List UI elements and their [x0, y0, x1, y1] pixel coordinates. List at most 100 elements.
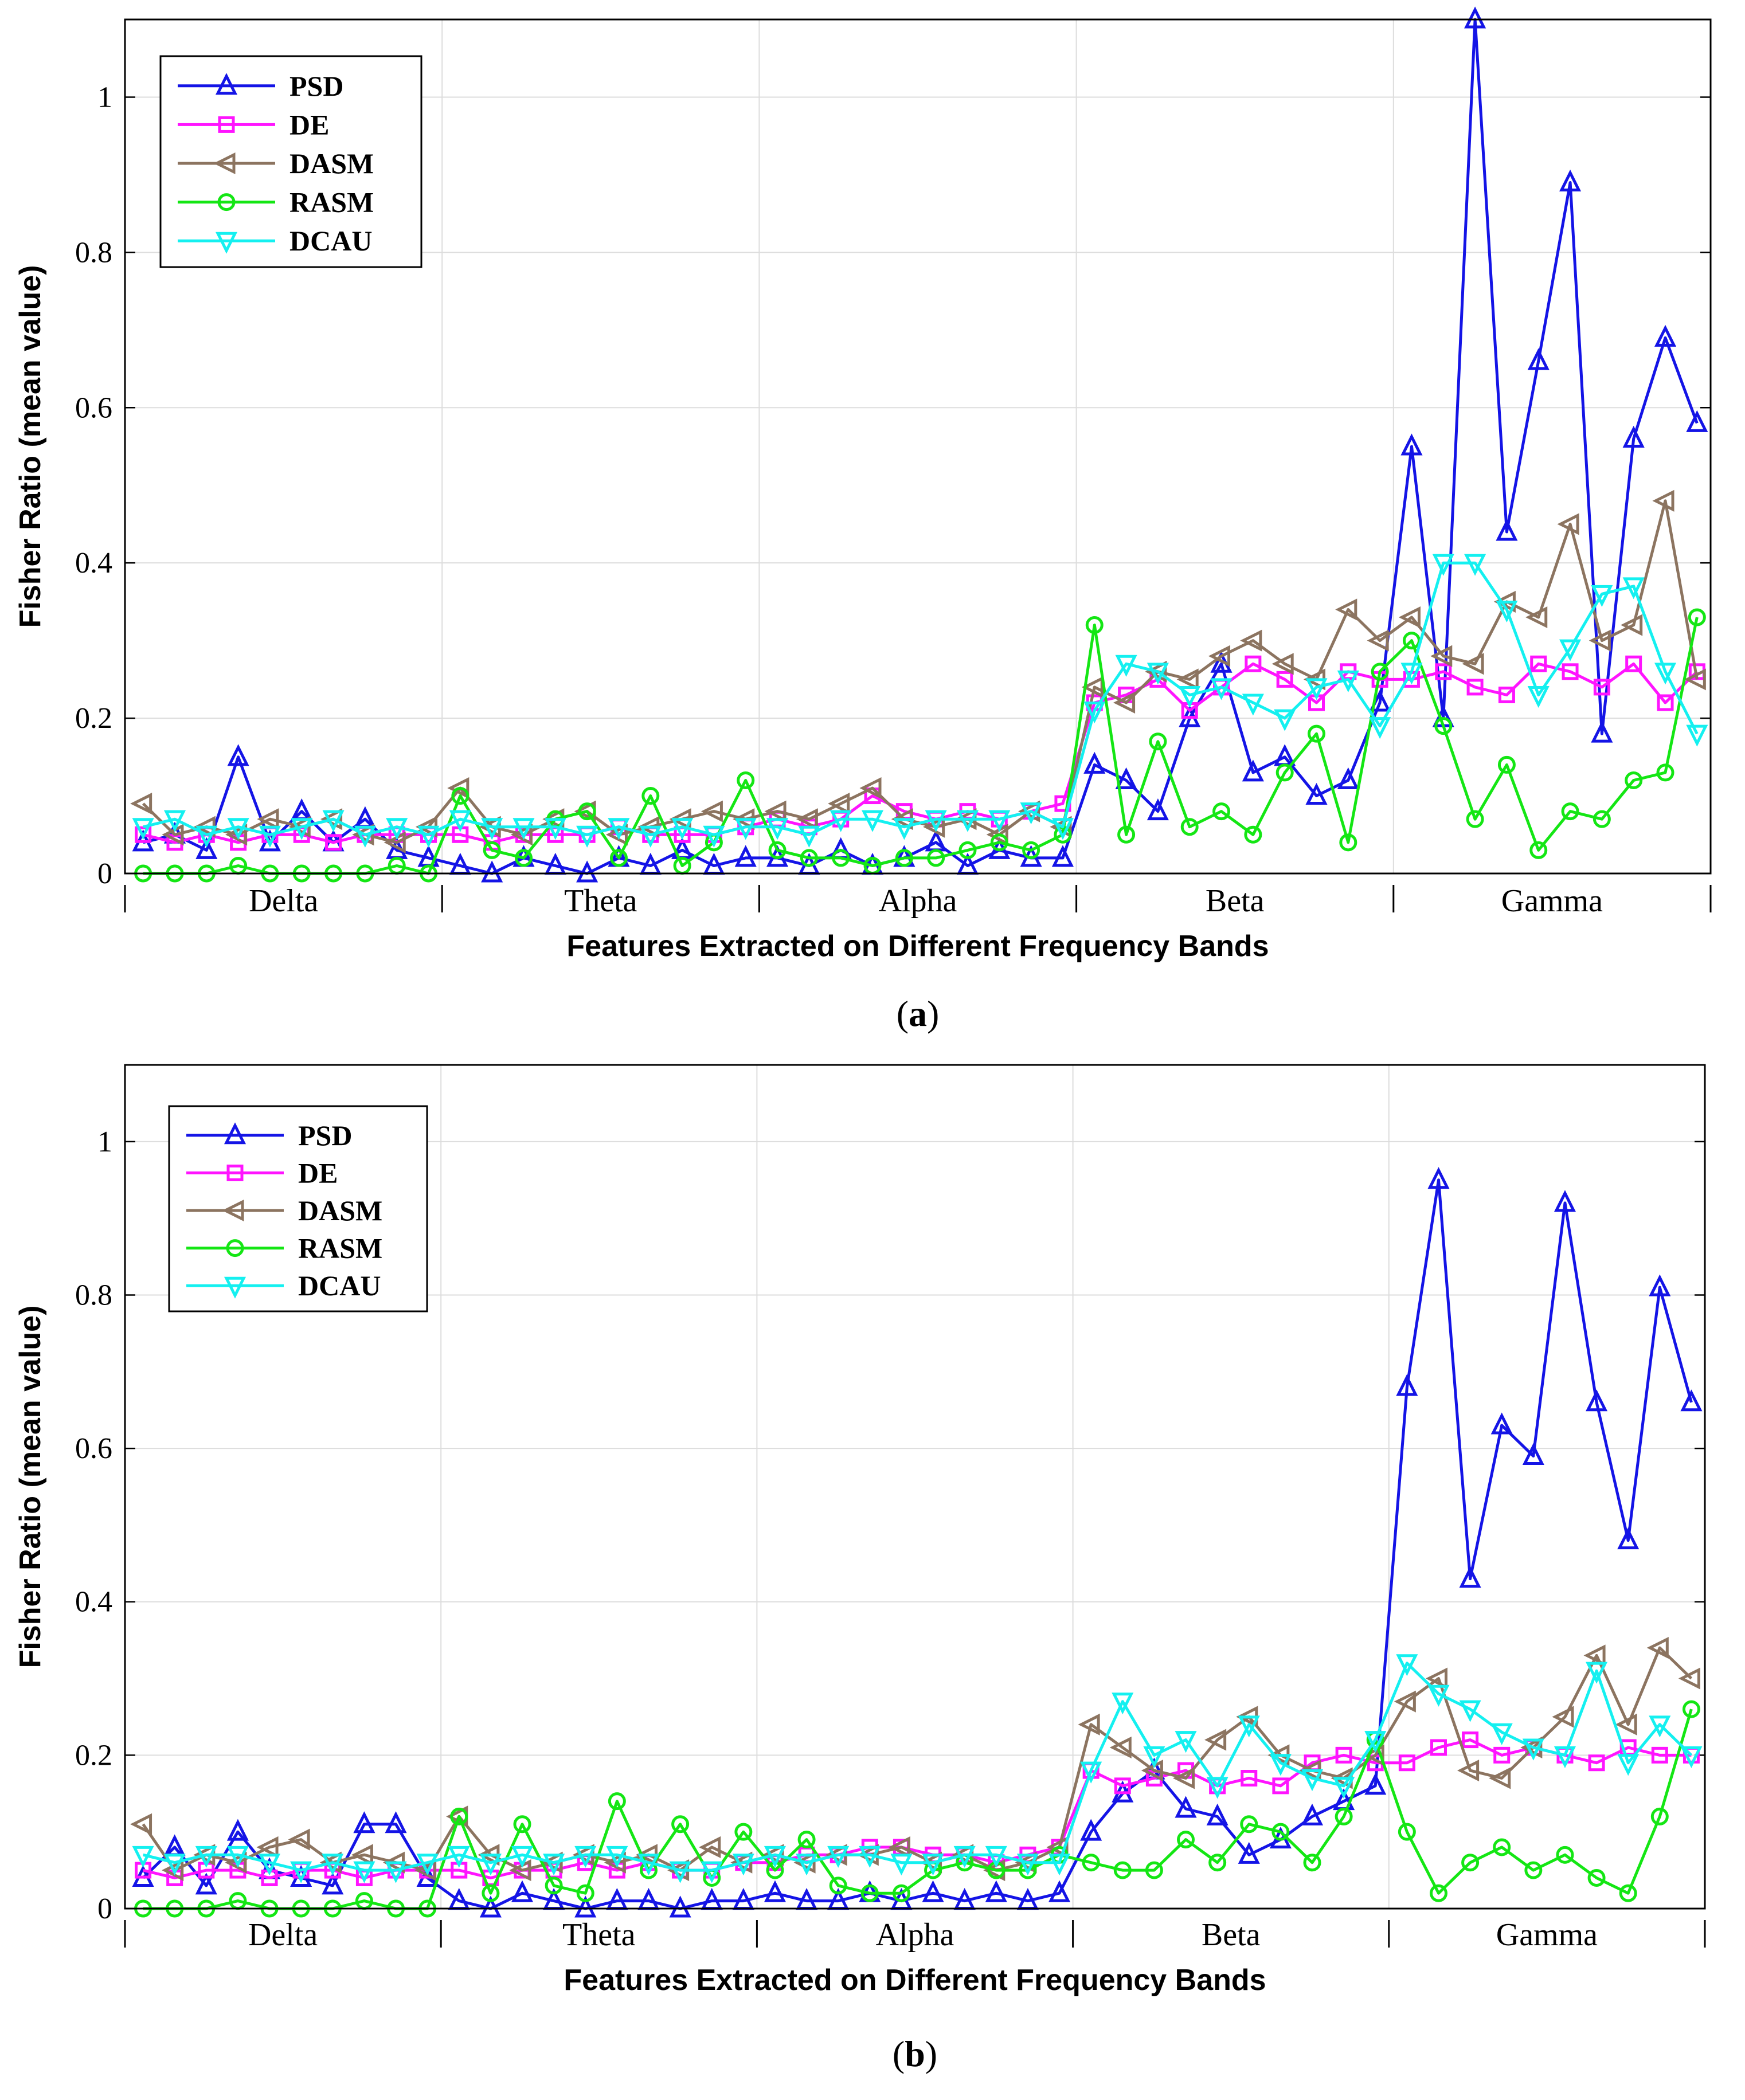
- y-tick-label: 0: [97, 857, 112, 890]
- data-point-dcau: [574, 1846, 597, 1868]
- data-point-psd: [511, 1880, 534, 1902]
- data-point-psd: [1649, 1274, 1671, 1296]
- data-point-rasm: [1688, 608, 1706, 626]
- data-point-dcau: [1274, 709, 1296, 731]
- data-point-dcau: [353, 1861, 375, 1883]
- data-point-dasm: [162, 824, 184, 846]
- data-point-dcau: [953, 1846, 976, 1868]
- data-point-dasm: [1394, 1690, 1416, 1713]
- data-point-dasm: [1652, 489, 1674, 512]
- data-point-psd: [1459, 1565, 1481, 1588]
- data-point-dasm: [384, 831, 406, 853]
- data-point-dcau: [481, 818, 503, 840]
- data-point-dcau: [639, 825, 662, 848]
- data-point-rasm: [1650, 1807, 1669, 1825]
- legend-marker: [215, 232, 238, 254]
- data-point-dasm: [225, 1851, 247, 1874]
- data-point-dcau: [1337, 670, 1359, 692]
- data-point-dasm: [130, 1813, 152, 1835]
- data-point-dcau: [1432, 554, 1454, 576]
- data-point-psd: [481, 860, 503, 883]
- y-tick-label: 0.6: [75, 391, 112, 424]
- y-tick-label: 0.4: [75, 1586, 112, 1619]
- data-point-psd: [1083, 751, 1106, 774]
- data-point-psd: [1527, 348, 1550, 370]
- data-point-dasm: [1398, 606, 1421, 629]
- legend-marker: [222, 1199, 244, 1222]
- data-point-dasm: [1335, 598, 1357, 621]
- data-point-dcau: [608, 818, 630, 840]
- data-point-psd: [1175, 1796, 1197, 1818]
- data-point-dasm: [796, 808, 818, 830]
- data-point-psd: [1554, 1190, 1576, 1212]
- data-point-dcau: [512, 818, 535, 840]
- data-point-psd: [576, 860, 598, 883]
- data-point-dcau: [354, 825, 376, 848]
- data-point-rasm: [1113, 1861, 1132, 1879]
- data-point-rasm: [1398, 1823, 1416, 1841]
- band-label-theta: Theta: [562, 1917, 636, 1953]
- panel-a: 0 0.2 0.4 0.6 0.8 1 Delta Theta Alpha Beta Gamma PS…: [14, 6, 1712, 1034]
- data-point-rasm: [450, 1807, 468, 1825]
- data-point-de: [1114, 1777, 1131, 1795]
- data-point-de: [1276, 671, 1293, 688]
- y-tick-label: 1: [97, 1126, 112, 1158]
- data-point-dcau: [479, 1854, 502, 1876]
- data-point-de: [1466, 679, 1484, 696]
- data-point-dcau: [925, 810, 947, 832]
- data-point-psd: [1051, 845, 1074, 867]
- legend-item-rasm: RASM: [178, 186, 374, 218]
- legend-item-dasm: DASM: [178, 147, 374, 179]
- legend-label: PSD: [298, 1119, 352, 1151]
- data-point-psd: [1464, 6, 1486, 29]
- y-tick-label: 0.2: [75, 702, 112, 735]
- data-point-dasm: [986, 824, 1008, 846]
- data-point-rasm: [768, 841, 787, 859]
- y-tick-label: 0.8: [75, 1279, 112, 1311]
- legend-marker: [213, 152, 236, 175]
- data-point-rasm: [609, 849, 628, 867]
- data-point-dcau: [291, 818, 313, 840]
- series-dcau: [132, 554, 1708, 848]
- data-point-rasm: [1335, 1807, 1353, 1825]
- y-tick-label: 0.4: [75, 547, 112, 579]
- data-point-dcau: [1364, 1731, 1387, 1753]
- legend-label: DE: [298, 1157, 338, 1189]
- data-point-de: [1562, 663, 1579, 680]
- data-point-dcau: [1016, 1854, 1039, 1876]
- data-point-rasm: [800, 849, 818, 867]
- data-point-dasm: [509, 1859, 531, 1882]
- data-point-dasm: [1489, 1767, 1511, 1789]
- band-label-beta: Beta: [1206, 883, 1265, 919]
- data-point-de: [1657, 694, 1674, 711]
- y-tick-label: 0: [97, 1893, 112, 1925]
- data-point-dcau: [703, 825, 725, 848]
- data-point-dcau: [449, 810, 471, 832]
- data-point-rasm: [1625, 771, 1643, 789]
- data-point-rasm: [1308, 724, 1325, 743]
- data-point-dasm: [1425, 1667, 1447, 1690]
- data-point-rasm: [641, 787, 660, 805]
- y-tick-label: 0.8: [75, 236, 112, 269]
- data-point-dcau: [669, 1861, 691, 1883]
- data-point-rasm: [1497, 755, 1516, 774]
- data-point-de: [1430, 1739, 1447, 1756]
- data-point-dasm: [1678, 1667, 1700, 1690]
- data-point-dasm: [605, 824, 628, 846]
- data-point-dasm: [1583, 1644, 1606, 1667]
- data-point-dasm: [1113, 691, 1136, 714]
- data-point-dasm: [604, 1851, 626, 1874]
- data-point-psd: [1559, 169, 1582, 191]
- data-point-psd: [479, 1895, 502, 1918]
- axes-frame: [124, 18, 1712, 875]
- data-point-dasm: [1362, 1744, 1384, 1766]
- data-point-dcau: [1680, 1746, 1703, 1768]
- data-point-rasm: [1303, 1854, 1321, 1872]
- data-point-dasm: [1589, 629, 1611, 652]
- legend-item-rasm: RASM: [186, 1232, 382, 1264]
- legend: PSD DE DASM RASM DCAU: [159, 55, 422, 268]
- data-point-dasm: [351, 1844, 373, 1866]
- band-label-theta: Theta: [564, 883, 637, 919]
- data-point-de: [325, 834, 342, 851]
